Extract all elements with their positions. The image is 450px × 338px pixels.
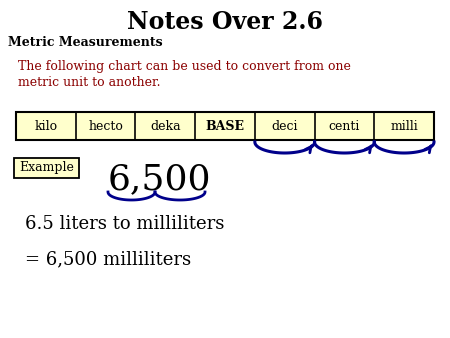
Text: deka: deka xyxy=(150,120,180,132)
Text: milli: milli xyxy=(390,120,418,132)
Text: kilo: kilo xyxy=(34,120,58,132)
Text: Metric Measurements: Metric Measurements xyxy=(8,37,162,49)
Text: Example: Example xyxy=(19,162,74,174)
Bar xyxy=(16,112,434,140)
Text: metric unit to another.: metric unit to another. xyxy=(18,76,161,89)
Text: 6.5 liters to milliliters: 6.5 liters to milliliters xyxy=(25,215,225,233)
Text: Notes Over 2.6: Notes Over 2.6 xyxy=(127,10,323,34)
Text: 6,500: 6,500 xyxy=(108,162,212,196)
Text: BASE: BASE xyxy=(206,120,244,132)
Text: = 6,500 milliliters: = 6,500 milliliters xyxy=(25,250,191,268)
Text: hecto: hecto xyxy=(88,120,123,132)
Text: centi: centi xyxy=(329,120,360,132)
Bar xyxy=(14,158,79,178)
Text: The following chart can be used to convert from one: The following chart can be used to conve… xyxy=(18,60,351,73)
Text: deci: deci xyxy=(271,120,298,132)
